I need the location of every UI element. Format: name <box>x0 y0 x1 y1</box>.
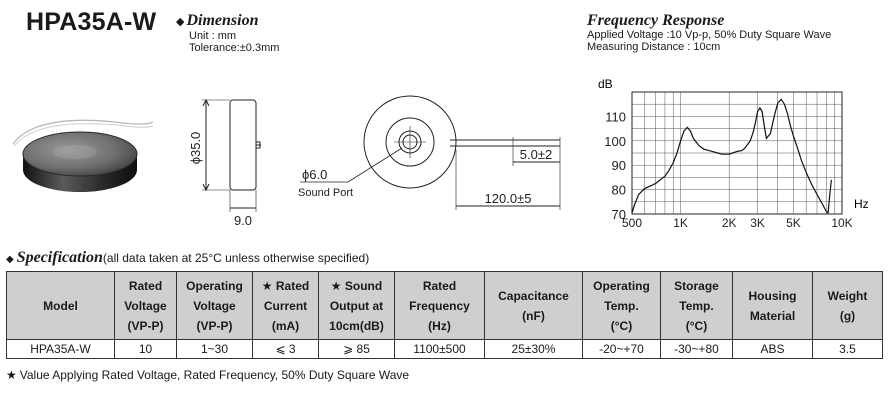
dimension-heading: Dimension <box>186 12 259 29</box>
plot-frame <box>631 91 843 215</box>
y-tick-label: 110 <box>605 109 626 124</box>
y-axis-label: dB <box>598 77 613 91</box>
dimension-section: ◆ Dimension Unit : mm Tolerance:±0.3mm <box>176 12 279 54</box>
table-header-cell: Rated Frequency (Hz) <box>394 271 485 340</box>
specification-heading: Specification <box>16 249 103 266</box>
x-tick-label: 5K <box>786 216 801 230</box>
dimension-tolerance: Tolerance:±0.3mm <box>189 42 280 54</box>
table-header-line: Current <box>263 298 308 313</box>
chart-grid <box>631 91 843 215</box>
x-tick-label: 10K <box>831 216 852 230</box>
table-header-line: Material <box>749 308 796 323</box>
table-header-line: ★ Rated <box>261 278 310 293</box>
table-header-line: (mA) <box>271 318 300 333</box>
x-tick-label: 500 <box>622 216 642 230</box>
sound-port-label: Sound Port <box>298 187 353 199</box>
table-header-cell: Operating Voltage (VP-P) <box>176 271 253 340</box>
table-header-line: ★ Sound <box>330 278 383 293</box>
footnote: ★ Value Applying Rated Voltage, Rated Fr… <box>6 368 409 382</box>
frequency-response-section: Frequency Response Applied Voltage :10 V… <box>587 12 831 53</box>
table-header-cell: Housing Material <box>732 271 813 340</box>
table-cell: 1100±500 <box>394 339 485 359</box>
table-header-line: Rated <box>128 278 163 293</box>
y-tick-label: 100 <box>604 134 626 149</box>
table-header-line: Operating <box>593 278 650 293</box>
star-icon: ★ <box>6 368 17 382</box>
table-header-line: (°C) <box>610 318 633 333</box>
strip-length-label: 5.0±2 <box>520 147 552 162</box>
table-cell: 25±30% <box>484 339 583 359</box>
footnote-text: Value Applying Rated Voltage, Rated Freq… <box>19 368 410 382</box>
table-header-cell: Operating Temp. (°C) <box>582 271 661 340</box>
product-photo <box>12 119 154 192</box>
table-header-line: Weight <box>827 288 868 303</box>
specification-note: (all data taken at 25°C unless otherwise… <box>102 251 370 265</box>
table-header-line: (°C) <box>685 318 708 333</box>
table-header-line: Model <box>43 298 78 313</box>
x-tick-label: 1K <box>673 216 688 230</box>
frequency-response-series-line <box>631 98 832 214</box>
table-header-line: Operating <box>186 278 243 293</box>
diamond-bullet-icon: ◆ <box>6 254 14 265</box>
table-header-line: Frequency <box>409 298 470 313</box>
table-header-line: Voltage <box>193 298 236 313</box>
table-cell: ABS <box>732 339 813 359</box>
y-tick-label: 90 <box>612 158 626 173</box>
table-header-line: Output at <box>329 298 384 313</box>
table-header-line: Rated <box>422 278 457 293</box>
height-label: 9.0 <box>234 213 252 228</box>
measuring-distance-text: Measuring Distance : 10cm <box>587 41 721 53</box>
table-header-line: Temp. <box>604 298 639 313</box>
y-tick-label: 70 <box>612 207 626 222</box>
x-axis-label: Hz <box>854 197 869 211</box>
table-header-line: Housing <box>748 288 797 303</box>
table-cell: 1~30 <box>176 339 253 359</box>
table-header-cell: ★ Rated Current (mA) <box>252 271 319 340</box>
table-header-cell: Capacitance (nF) <box>484 271 583 340</box>
table-cell: ⩽ 3 <box>252 339 319 359</box>
table-cell: 10 <box>114 339 177 359</box>
table-cell: 3.5 <box>812 339 883 359</box>
table-header-row: Model Rated Voltage (VP-P) Operating Voltage (… <box>6 271 883 340</box>
table-header-cell: Storage Temp. (°C) <box>660 271 733 340</box>
table-header-cell: Rated Voltage (VP-P) <box>114 271 177 340</box>
table-header-line: (g) <box>839 308 856 323</box>
dimension-drawing: ϕ35.0 9.0 ϕ6.0 Sound Port 5.0±2 120.0±5 <box>188 95 561 228</box>
diamond-bullet-icon: ◆ <box>176 15 185 28</box>
applied-voltage-text: Applied Voltage :10 Vp-p, 50% Duty Squar… <box>587 29 832 41</box>
table-cell: -30~+80 <box>660 339 733 359</box>
table-header-line: (VP-P) <box>127 318 164 333</box>
table-cell: -20~+70 <box>582 339 661 359</box>
table-header-cell: ★ Sound Output at 10cm(dB) <box>318 271 395 340</box>
table-header-line: (VP-P) <box>196 318 233 333</box>
specification-heading-row: ◆ Specification (all data taken at 25°C … <box>6 249 369 267</box>
table-header-line: (Hz) <box>428 318 451 333</box>
table-header-line: Capacitance <box>498 288 569 303</box>
y-tick-label: 80 <box>612 183 626 198</box>
model-title: HPA35A-W <box>26 8 157 36</box>
dimension-unit: Unit : mm <box>189 30 237 42</box>
table-header-line: Voltage <box>124 298 167 313</box>
x-tick-label: 3K <box>750 216 765 230</box>
specification-table: Model Rated Voltage (VP-P) Operating Voltage (… <box>6 271 883 359</box>
lead-length-label: 120.0±5 <box>485 191 532 206</box>
x-tick-label: 2K <box>722 216 737 230</box>
table-header-line: Storage <box>674 278 719 293</box>
table-header-line: (nF) <box>522 308 545 323</box>
diameter-label: ϕ35.0 <box>188 132 203 165</box>
frequency-response-chart: 70 80 90 100 110 500 1K 2K 3K 5K 10K dB Hz <box>598 77 869 230</box>
frequency-response-heading: Frequency Response <box>587 12 725 29</box>
chart-axes: 70 80 90 100 110 500 1K 2K 3K 5K 10K <box>604 91 853 230</box>
table-header-line: Temp. <box>679 298 714 313</box>
table-cell: HPA35A-W <box>6 339 115 359</box>
table-header-line: 10cm(dB) <box>329 318 384 333</box>
table-header-cell: Model <box>6 271 115 340</box>
sound-port-size-label: ϕ6.0 <box>302 167 327 182</box>
table-row: HPA35A-W 10 1~30 ⩽ 3 ⩾ 85 1100±500 25±30% -20~+… <box>6 339 883 359</box>
table-cell: ⩾ 85 <box>318 339 395 359</box>
table-header-cell: Weight (g) <box>812 271 883 340</box>
